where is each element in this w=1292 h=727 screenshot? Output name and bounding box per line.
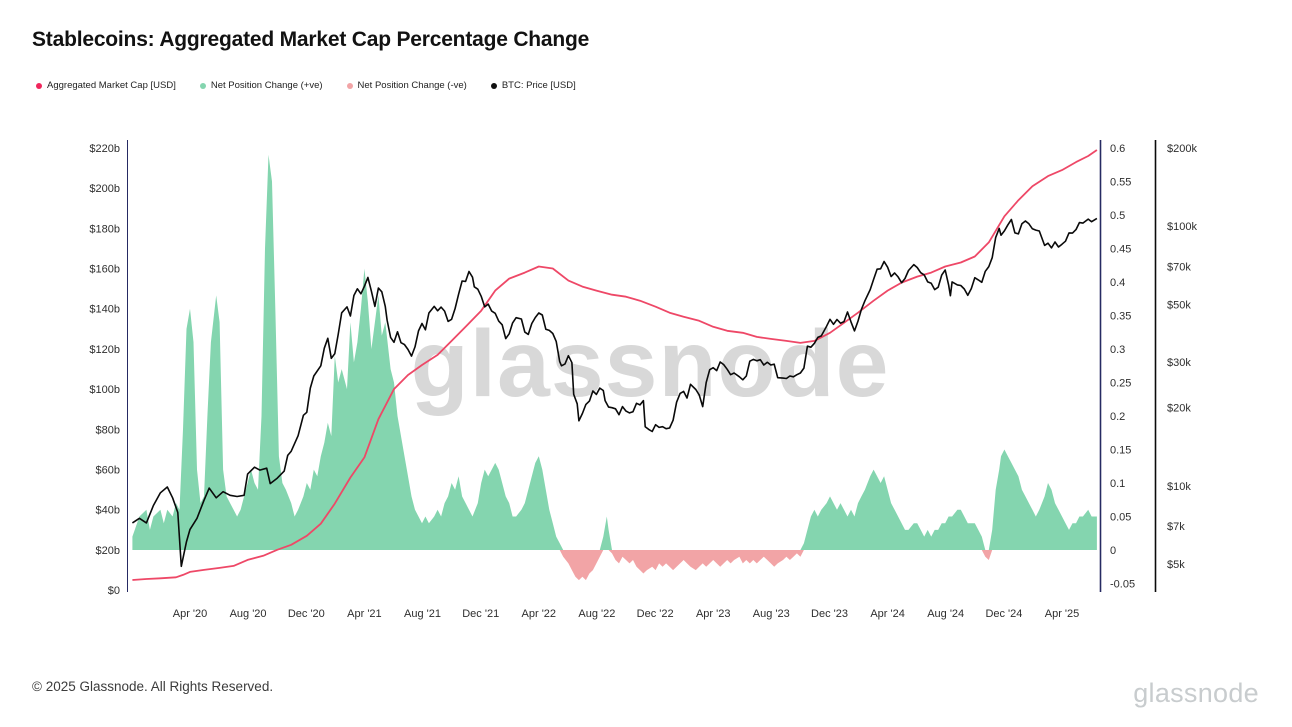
net-positive-dot-icon (199, 82, 206, 89)
btc-price-line (131, 217, 1098, 568)
glassnode-watermark: glassnode (410, 311, 890, 417)
x-axis-tick-label: Dec '24 (985, 608, 1022, 620)
legend-item-btc-price[interactable]: BTC: Price [USD] (490, 80, 576, 91)
btc-axis-tick-label: $20k (1167, 403, 1191, 415)
pct-axis-tick-label: -0.05 (1110, 579, 1135, 591)
chart-canvas[interactable]: $0 $20b $40b $60b $80b $100b $120b $140b $160b $1… (0, 0, 1292, 660)
pct-axis-tick-label: 0.35 (1110, 311, 1131, 323)
pct-axis-tick-label: 0.15 (1110, 445, 1131, 457)
chart-legend: Aggregated Market Cap [USD] Net Position… (36, 80, 576, 91)
x-axis-tick-label: Aug '21 (404, 608, 441, 620)
page-title: Stablecoins: Aggregated Market Cap Perce… (32, 28, 590, 51)
legend-item-aggregated-market-cap[interactable]: Aggregated Market Cap [USD] (36, 80, 176, 91)
btc-axis-tick-label: $7k (1167, 521, 1185, 533)
btc-axis-tick-label: $10k (1167, 481, 1191, 493)
left-axis-tick-label: $40b (96, 505, 120, 517)
btc-axis-tick-label: $70k (1167, 261, 1191, 273)
left-axis-tick-label: $140b (89, 304, 120, 316)
chart-area[interactable]: glassnode $0 $20b $40b $60b $80b $100b $120b $1… (0, 0, 1292, 660)
net-position-positive-area (132, 154, 1097, 550)
btc-axis-tick-label: $100k (1167, 221, 1197, 233)
btc-axis-tick-label: $30k (1167, 357, 1191, 369)
x-axis-tick-label: Apr '21 (347, 608, 382, 620)
left-axis-tick-label: $200b (89, 183, 120, 195)
x-axis-tick-label: Apr '22 (522, 608, 557, 620)
left-axis-tick-label: $120b (89, 344, 120, 356)
pct-axis-tick-label: 0 (1110, 545, 1116, 557)
x-axis-tick-label: Apr '25 (1045, 608, 1080, 620)
legend-item-net-position-positive[interactable]: Net Position Change (+ve) (199, 80, 323, 91)
legend-label-market-cap: Aggregated Market Cap [USD] (47, 80, 176, 91)
legend-label-net-negative: Net Position Change (-ve) (357, 80, 467, 91)
pct-axis-tick-label: 0.45 (1110, 244, 1131, 256)
x-axis-tick-label: Dec '23 (811, 608, 848, 620)
x-axis-tick-label: Apr '24 (870, 608, 905, 620)
x-axis-tick-label: Aug '24 (927, 608, 964, 620)
left-axis-tick-label: $100b (89, 384, 120, 396)
net-position-negative-area (132, 550, 1097, 581)
x-axis-tick-label: Dec '20 (288, 608, 325, 620)
left-axis-tick-label: $180b (89, 223, 120, 235)
copyright-text: © 2025 Glassnode. All Rights Reserved. (32, 679, 274, 694)
pct-axis-tick-label: 0.1 (1110, 478, 1125, 490)
left-axis-tick-label: $80b (96, 424, 120, 436)
left-axis-tick-label: $160b (89, 264, 120, 276)
btc-price-dot-icon (490, 82, 497, 89)
pct-axis-tick-label: 0.5 (1110, 210, 1125, 222)
pct-axis-tick-label: 0.05 (1110, 512, 1131, 524)
market-cap-dot-icon (36, 82, 42, 89)
x-axis-tick-label: Dec '22 (637, 608, 674, 620)
x-axis-tick-label: Apr '23 (696, 608, 731, 620)
net-negative-dot-icon (346, 82, 353, 89)
btc-axis-tick-label: $5k (1167, 559, 1185, 571)
x-axis-tick-label: Aug '20 (230, 608, 267, 620)
btc-axis-tick-label: $200k (1167, 143, 1197, 155)
left-axis-tick-label: $220b (89, 143, 120, 155)
left-axis-tick-label: $20b (96, 545, 120, 557)
pct-axis-tick-label: 0.25 (1110, 378, 1131, 390)
btc-axis-tick-label: $50k (1167, 299, 1191, 311)
pct-axis-tick-label: 0.55 (1110, 177, 1131, 189)
left-axis-tick-label: $60b (96, 464, 120, 476)
x-axis-tick-label: Aug '23 (753, 608, 790, 620)
left-axis-tick-label: $0 (108, 585, 120, 597)
pct-axis-tick-label: 0.2 (1110, 411, 1125, 423)
x-axis-tick-label: Dec '21 (462, 608, 499, 620)
legend-item-net-position-negative[interactable]: Net Position Change (-ve) (346, 80, 467, 91)
legend-label-net-positive: Net Position Change (+ve) (210, 80, 323, 91)
pct-axis-tick-label: 0.4 (1110, 277, 1125, 289)
x-axis-tick-label: Aug '22 (578, 608, 615, 620)
legend-label-btc-price: BTC: Price [USD] (501, 80, 576, 91)
glassnode-logo: glassnode (1133, 678, 1259, 708)
aggregated-market-cap-line (132, 149, 1098, 581)
x-axis-tick-label: Apr '20 (173, 608, 208, 620)
pct-axis-tick-label: 0.6 (1110, 143, 1125, 155)
pct-axis-tick-label: 0.3 (1110, 344, 1125, 356)
